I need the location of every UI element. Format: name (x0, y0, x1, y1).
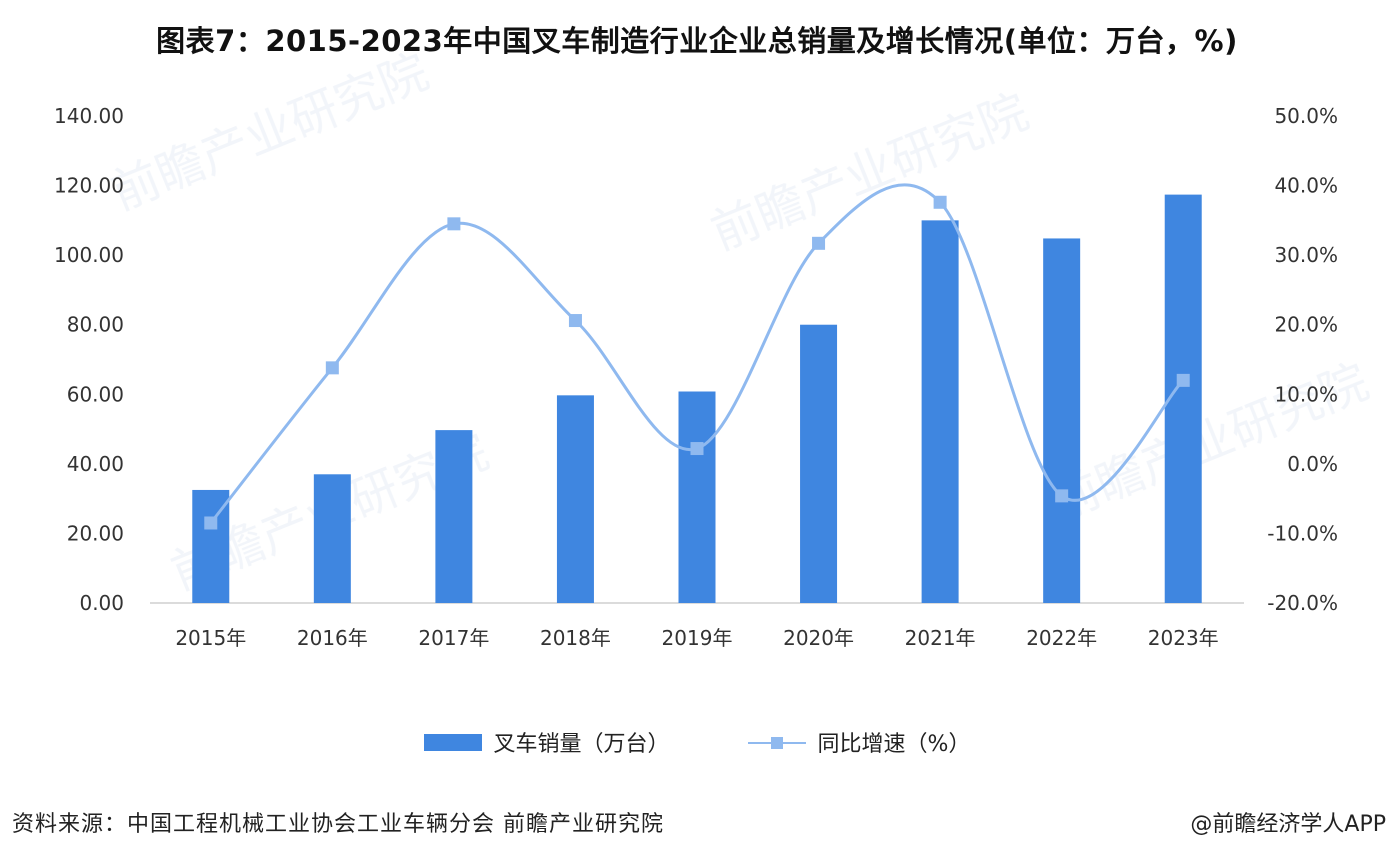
y-right-tick-label: 20.0% (1274, 313, 1338, 337)
y-left-tick-label: 20.00 (67, 521, 124, 545)
watermark-logo: 前瞻产业研究院 (704, 83, 1037, 261)
bar (1043, 238, 1081, 603)
legend-item-line: 同比增速（%） (747, 726, 971, 758)
credit-note: @前瞻经济学人APP (1190, 812, 1386, 837)
y-right-tick-label: -20.0% (1267, 591, 1338, 615)
x-tick-label: 2022年 (1026, 626, 1097, 650)
x-tick-label: 2018年 (540, 626, 611, 650)
y-left-tick-label: 0.00 (79, 591, 124, 615)
growth-point (1176, 373, 1190, 387)
y-left-tick-label: 60.00 (67, 382, 124, 406)
y-right-tick-label: -10.0% (1267, 521, 1338, 545)
x-tick-label: 2016年 (297, 626, 368, 650)
y-right-tick-label: 40.0% (1274, 174, 1338, 198)
growth-point (204, 516, 218, 530)
growth-line (209, 183, 1185, 524)
growth-point (447, 217, 461, 231)
growth-point (1055, 489, 1069, 503)
growth-point (812, 236, 826, 250)
bar (800, 324, 838, 603)
x-tick-label: 2023年 (1148, 626, 1219, 650)
bar (556, 395, 594, 603)
legend-item-bar: 叉车销量（万台） (423, 726, 670, 758)
y-right-tick-label: 10.0% (1274, 382, 1338, 406)
growth-point (690, 442, 704, 456)
x-tick-label: 2020年 (783, 626, 854, 650)
legend-label-line: 同比增速（%） (817, 732, 971, 757)
bar (435, 430, 473, 603)
combo-chart: 前瞻产业研究院 前瞻产业研究院 前瞻产业研究院 前瞻产业研究院 0.0020.0… (54, 43, 1377, 650)
growth-point (933, 195, 947, 209)
x-tick-label: 2017年 (418, 626, 489, 650)
y-right-tick-label: 30.0% (1274, 243, 1338, 267)
bar (313, 474, 351, 603)
x-tick-label: 2021年 (905, 626, 976, 650)
y-left-tick-label: 120.00 (54, 174, 124, 198)
bar (678, 391, 716, 603)
y-right-tick-label: 50.0% (1274, 104, 1338, 128)
watermark-logo: 前瞻产业研究院 (1044, 353, 1377, 531)
legend-label-bar: 叉车销量（万台） (493, 732, 670, 757)
legend-swatch-bar (423, 733, 482, 751)
growth-point (568, 314, 582, 328)
x-tick-label: 2019年 (662, 626, 733, 650)
legend-swatch-line (747, 734, 806, 751)
source-note: 资料来源：中国工程机械工业协会工业车辆分会 前瞻产业研究院 (12, 812, 664, 837)
bar (921, 220, 959, 603)
y-left-tick-label: 100.00 (54, 243, 124, 267)
chart-title: 图表7：2015-2023年中国叉车制造行业企业总销量及增长情况(单位：万台，%… (156, 24, 1238, 58)
y-left-tick-label: 40.00 (67, 452, 124, 476)
x-tick-label: 2015年 (175, 626, 246, 650)
growth-point (325, 361, 339, 375)
y-left-tick-label: 140.00 (54, 104, 124, 128)
legend: 叉车销量（万台） 同比增速（%） (0, 726, 1394, 758)
y-right-tick-label: 0.0% (1287, 452, 1338, 476)
y-left-tick-label: 80.00 (67, 313, 124, 337)
watermark-logo: 前瞻产业研究院 (104, 43, 437, 221)
